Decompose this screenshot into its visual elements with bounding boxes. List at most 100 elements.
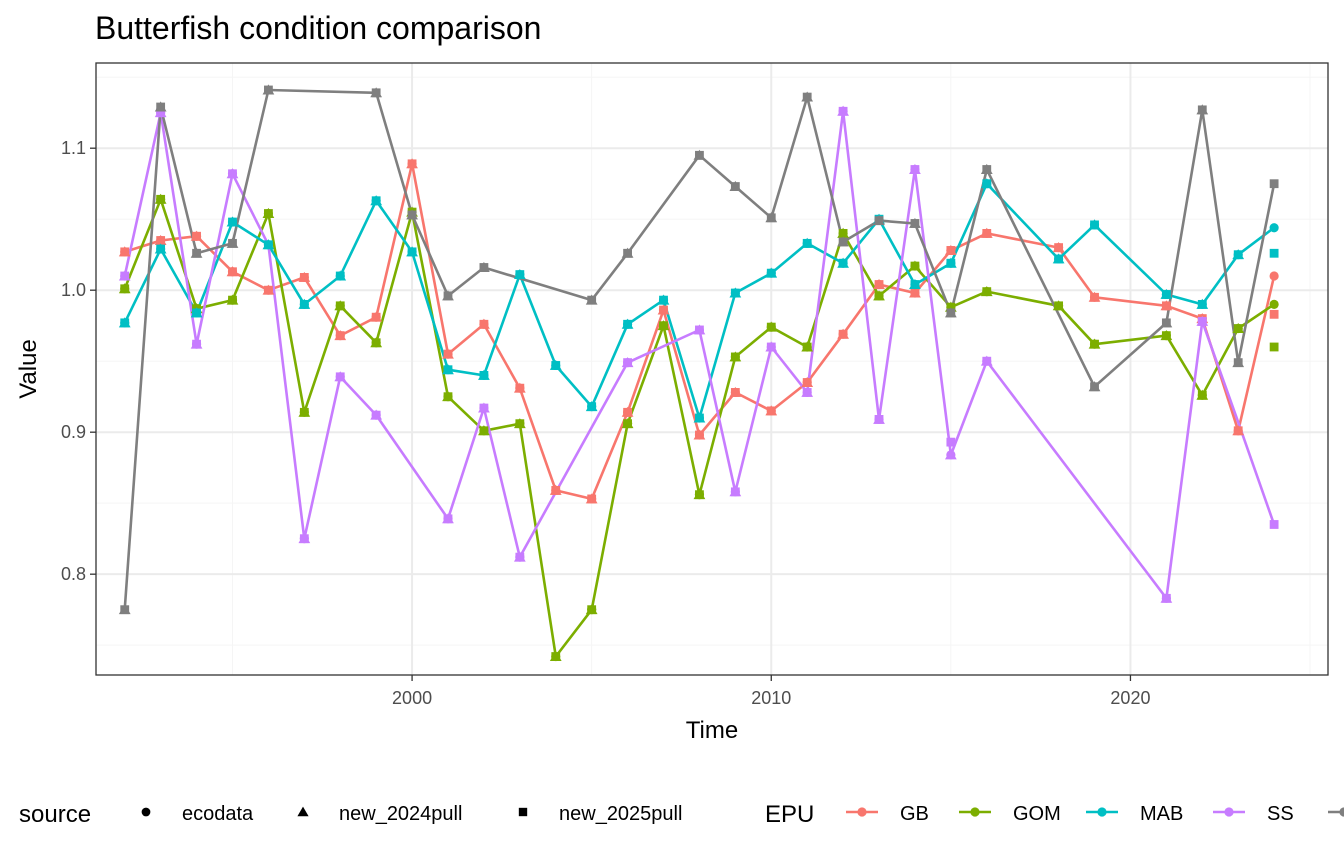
- legend: source ecodata new_2024pull new_2025pull E…: [19, 801, 1344, 828]
- series-points: [118, 84, 1279, 662]
- data-point-mab-square: [1233, 250, 1243, 260]
- data-point-gb-square: [766, 406, 776, 416]
- data-point-gom-square: [587, 605, 597, 615]
- data-point-series-5-square: [407, 210, 417, 220]
- data-point-ss-square: [335, 372, 345, 382]
- data-point-gb-square: [299, 273, 309, 282]
- data-point-gom-square: [264, 209, 273, 218]
- data-point-mab-square: [587, 402, 597, 412]
- data-point-series-5-square: [1197, 105, 1207, 115]
- legend-label-ss: SS: [1267, 803, 1294, 825]
- data-point-mab-square: [371, 196, 381, 206]
- y-axis-ticks: 0.8 0.9 1.0 1.1: [61, 138, 96, 584]
- legend-key-point: [857, 807, 867, 817]
- data-point-gb-square: [443, 349, 453, 359]
- data-point-series-5-square: [228, 238, 237, 248]
- data-point-gb-square: [1233, 426, 1243, 436]
- data-point-gom-square: [120, 284, 130, 294]
- data-point-gb-square: [1054, 243, 1064, 252]
- legend-label-new_2024pull: new_2024pull: [339, 803, 462, 825]
- data-point-gom-square: [335, 301, 345, 311]
- data-point-ss-square: [1161, 593, 1171, 603]
- series-lines: [123, 88, 1276, 658]
- data-point-gb-square: [407, 159, 417, 169]
- data-point-gom-square: [156, 194, 166, 204]
- data-point-mab-square: [120, 318, 130, 328]
- legend-key-point: [970, 807, 980, 817]
- y-axis-title: Value: [15, 339, 42, 399]
- data-point-gb-square: [335, 331, 345, 341]
- shape-legend: ecodata new_2024pull new_2025pull: [141, 803, 682, 825]
- data-point-gom-square: [515, 419, 525, 429]
- data-point-series-5-square: [623, 248, 632, 258]
- data-point-gb-square: [982, 228, 992, 238]
- data-point-mab-square: [1269, 248, 1279, 258]
- data-point-gb-square: [479, 319, 489, 329]
- data-point-gb-square: [802, 378, 812, 387]
- data-point-ss-square: [766, 342, 776, 352]
- data-point-gom-square: [730, 352, 740, 362]
- data-point-gom-square: [443, 392, 453, 402]
- data-point-gb-square: [228, 267, 237, 277]
- legend-label-gom: GOM: [1013, 803, 1061, 825]
- x-axis-title: Time: [686, 717, 738, 744]
- data-point-gom-square: [551, 652, 561, 661]
- data-point-gom-square: [838, 228, 848, 238]
- data-point-ss-square: [479, 403, 489, 413]
- data-point-mab-square: [910, 280, 920, 289]
- legend-key-square: [518, 807, 528, 817]
- data-point-gom-square: [1090, 339, 1099, 349]
- data-point-series-5-square: [479, 263, 489, 272]
- data-point-gom-square: [371, 338, 381, 348]
- data-point-series-5-square: [874, 216, 884, 226]
- data-point-series-5-square: [192, 248, 201, 258]
- data-point-ss-square: [802, 388, 812, 397]
- series-line-gom: [123, 198, 1275, 658]
- data-point-gb-square: [192, 231, 201, 241]
- minor-gridlines: [96, 63, 1328, 675]
- data-point-ss-square: [1197, 317, 1207, 326]
- data-point-mab-square: [802, 238, 812, 248]
- data-point-mab-square: [335, 271, 345, 281]
- data-point-ss-square: [874, 415, 884, 424]
- data-point-gom-square: [874, 291, 884, 301]
- data-point-mab-square: [551, 361, 561, 370]
- data-point-gom-square: [910, 261, 920, 271]
- data-point-gb-square: [120, 247, 130, 257]
- data-point-mab-square: [264, 240, 273, 250]
- data-point-ss-square: [730, 487, 740, 497]
- data-point-mab-square: [515, 270, 525, 279]
- data-point-gb-square: [1269, 309, 1279, 319]
- color-legend: GB GOM MAB SS: [846, 803, 1344, 825]
- data-point-gom-square: [1161, 331, 1171, 341]
- plot-panel-border: [95, 62, 1329, 676]
- legend-key-point: [1097, 807, 1107, 817]
- data-point-ss-square: [1269, 520, 1279, 529]
- data-point-gb-square: [838, 329, 848, 339]
- data-point-ss-square: [623, 358, 632, 368]
- data-point-series-5-square: [910, 219, 920, 228]
- data-point-gb-square: [874, 280, 884, 289]
- data-point-mab-square: [299, 299, 309, 309]
- y-tick-label: 1.0: [61, 280, 86, 300]
- data-point-ss-square: [228, 169, 237, 179]
- data-point-ss-square: [156, 108, 166, 118]
- legend-key-triangle: [297, 806, 309, 817]
- data-point-gom-square: [1233, 324, 1243, 333]
- series-line-ss: [123, 110, 1276, 600]
- data-point-gom-square: [1269, 342, 1279, 352]
- data-point-ss-square: [371, 410, 381, 420]
- data-point-gom-square: [1054, 301, 1064, 311]
- data-point-mab-square: [623, 319, 632, 329]
- legend-key-point: [1339, 807, 1344, 817]
- data-point-gom-square: [982, 287, 992, 297]
- data-point-mab-square: [730, 288, 740, 298]
- data-point-mab-square: [1197, 299, 1207, 309]
- data-point-gb-square: [730, 388, 740, 397]
- data-point-mab-square: [156, 244, 166, 254]
- legend-label-ecodata: ecodata: [182, 803, 254, 825]
- data-point-ss-square: [515, 552, 525, 562]
- y-tick-label: 1.1: [61, 138, 86, 158]
- data-point-gb-square: [371, 312, 381, 322]
- data-point-series-5-square: [802, 92, 812, 102]
